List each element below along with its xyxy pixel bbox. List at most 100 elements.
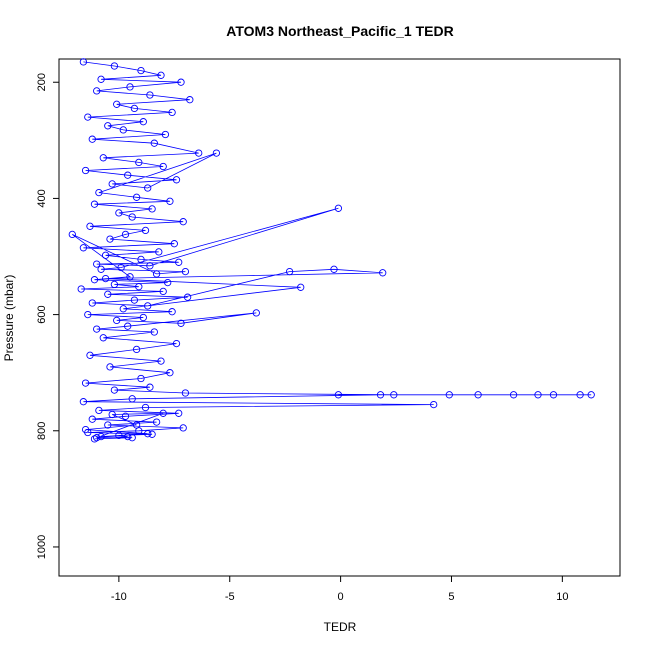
data-point	[121, 412, 130, 420]
data-point	[106, 363, 114, 371]
data-point	[97, 265, 105, 273]
data-point	[95, 188, 103, 197]
x-tick-label: 10	[556, 591, 568, 603]
data-point	[285, 267, 294, 276]
data-point	[130, 296, 139, 304]
data-point	[376, 391, 385, 399]
data-point	[95, 406, 103, 415]
data-point	[587, 391, 595, 399]
data-point	[90, 276, 99, 284]
data-point	[106, 235, 114, 243]
data-point	[88, 135, 96, 143]
data-point	[126, 83, 134, 91]
y-tick-label: 800	[36, 422, 48, 440]
data-point	[110, 386, 119, 394]
x-tick-label: 0	[338, 591, 344, 603]
data-point	[164, 278, 172, 287]
data-point	[175, 258, 183, 266]
data-point	[157, 71, 165, 79]
data-point	[88, 299, 96, 307]
data-point	[390, 391, 398, 399]
data-point	[212, 149, 221, 157]
data-point	[549, 391, 558, 399]
data-point	[108, 410, 116, 419]
data-point	[297, 283, 305, 291]
data-point	[135, 158, 143, 167]
data-point	[113, 100, 121, 108]
data-point	[84, 113, 92, 121]
x-axis: -10 -5 0 5 10	[111, 575, 568, 603]
data-point	[445, 391, 453, 399]
data-point	[81, 166, 90, 175]
y-axis: 200 400 600 800 1000	[36, 73, 60, 559]
data-point	[93, 325, 101, 333]
data-point	[170, 240, 178, 248]
data-point	[168, 108, 176, 117]
data-point	[81, 425, 90, 434]
data-point	[146, 383, 154, 391]
data-point	[79, 398, 88, 406]
data-point	[93, 260, 101, 268]
data-point	[576, 391, 584, 399]
data-point	[110, 62, 119, 70]
y-axis-label: Pressure (mbar)	[2, 275, 16, 362]
data-point	[84, 310, 92, 319]
data-point	[101, 274, 110, 283]
data-point	[124, 171, 132, 179]
data-point	[119, 305, 127, 313]
x-tick-label: -10	[111, 591, 127, 603]
data-point	[159, 409, 167, 417]
data-point	[81, 379, 90, 387]
y-tick-label: 200	[36, 73, 48, 91]
data-point	[130, 104, 139, 113]
data-point	[110, 280, 119, 289]
data-point	[139, 118, 147, 126]
data-point	[161, 130, 170, 139]
data-point	[113, 316, 121, 325]
data-point	[166, 197, 174, 205]
data-point	[117, 263, 125, 272]
data-point	[155, 248, 163, 256]
data-point	[121, 230, 130, 239]
data-point	[166, 369, 174, 377]
data-point	[90, 435, 99, 443]
data-point	[115, 431, 123, 440]
data-point	[101, 251, 110, 259]
data-point	[119, 126, 127, 134]
data-point	[183, 293, 192, 301]
data-point	[141, 226, 150, 235]
data-point	[146, 91, 154, 99]
data-point	[135, 283, 143, 291]
data-point	[379, 269, 387, 277]
data-point	[430, 400, 438, 409]
x-tick-label: 5	[448, 591, 454, 603]
data-point	[97, 75, 105, 83]
data-point	[172, 339, 181, 348]
data-point	[252, 309, 260, 317]
data-point	[108, 180, 116, 188]
chart-title: ATOM3 Northeast_Pacific_1 TEDR	[226, 23, 453, 39]
data-point	[181, 267, 190, 276]
data-point	[104, 122, 112, 130]
data-point	[144, 302, 152, 310]
y-tick-label: 1000	[36, 535, 48, 559]
data-point	[68, 230, 76, 239]
data-point	[159, 162, 167, 171]
data-point	[177, 319, 185, 327]
data-point	[172, 176, 181, 184]
data-point	[79, 58, 88, 66]
data-point	[90, 200, 99, 208]
x-axis-label: TEDR	[324, 620, 357, 634]
data-point	[330, 265, 338, 273]
data-point	[88, 415, 96, 423]
data-point	[99, 154, 107, 162]
data-point	[86, 222, 94, 230]
series-points-layer	[68, 58, 595, 443]
data-point	[509, 391, 518, 399]
data-point	[104, 290, 112, 298]
data-point	[181, 389, 190, 397]
data-point	[144, 184, 152, 192]
data-point	[86, 351, 94, 359]
data-point	[77, 285, 85, 293]
